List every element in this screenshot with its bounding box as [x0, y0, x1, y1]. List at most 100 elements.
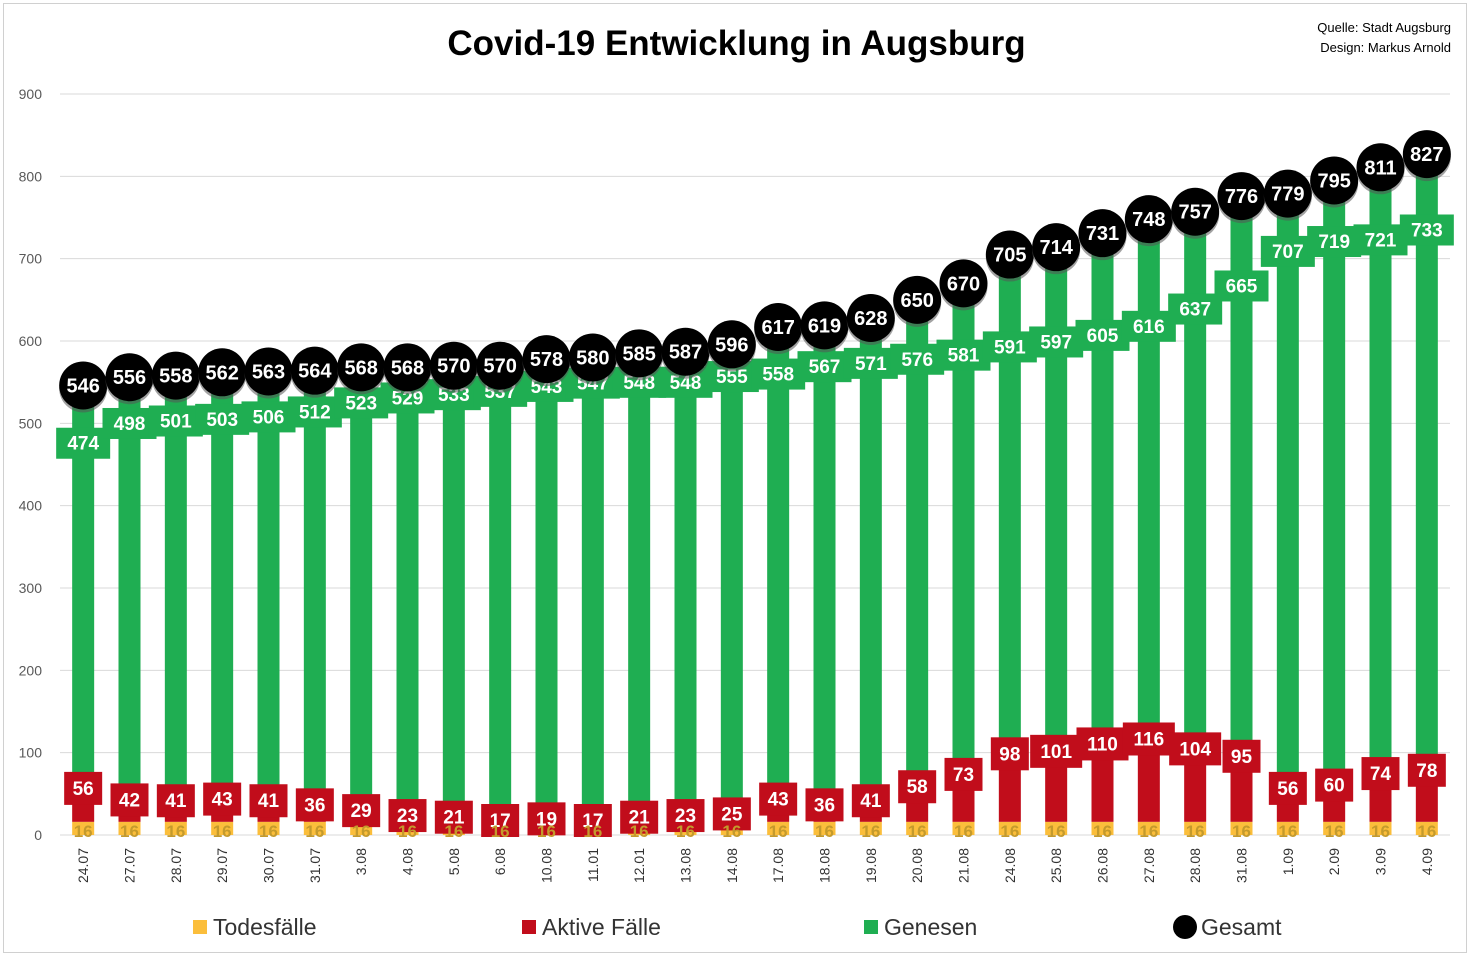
aktive-label-box — [805, 788, 844, 822]
bar-todesfaelle — [1230, 821, 1253, 835]
gesamt-marker — [893, 275, 942, 324]
aktive-data-label: 110 — [1087, 734, 1118, 755]
gesamt-data-label: 570 — [483, 356, 516, 378]
genesen-label-box — [102, 407, 157, 439]
bar-todesfaelle — [998, 821, 1021, 835]
gesamt-data-label: 617 — [761, 317, 794, 339]
bar-genesen — [998, 254, 1021, 742]
bar-genesen — [720, 344, 743, 802]
x-tick-label: 26.08 — [1095, 848, 1111, 883]
gesamt-marker — [1310, 156, 1359, 205]
genesen-label-box — [56, 427, 111, 459]
aktive-data-label: 19 — [536, 809, 557, 830]
bar-genesen — [350, 367, 373, 798]
genesen-label-box — [1353, 224, 1408, 256]
genesen-data-label: 597 — [1040, 332, 1072, 353]
gesamt-data-label: 619 — [808, 315, 841, 337]
bar-todesfaelle — [1323, 821, 1346, 835]
aktive-data-label: 56 — [73, 779, 94, 800]
gesamt-data-label: 562 — [205, 362, 238, 384]
y-tick-label: 600 — [19, 333, 43, 349]
bar-genesen — [1230, 196, 1253, 744]
genesen-data-label: 555 — [716, 367, 748, 388]
aktive-label-box — [1315, 768, 1354, 802]
gesamt-data-label: 705 — [993, 245, 1026, 267]
todesfaelle-data-label: 16 — [1371, 822, 1390, 841]
aktive-label-box — [388, 799, 427, 833]
y-tick-label: 400 — [19, 498, 43, 514]
x-tick-label: 19.08 — [863, 848, 879, 883]
todesfaelle-data-label: 16 — [74, 822, 93, 841]
todesfaelle-data-label: 16 — [908, 822, 927, 841]
aktive-label-box — [1076, 727, 1129, 761]
gesamt-marker — [105, 353, 154, 402]
aktive-data-label: 43 — [212, 790, 233, 811]
bar-genesen — [118, 377, 141, 788]
aktive-label-box — [1407, 753, 1446, 787]
legend-label-gesamt: Gesamt — [1201, 913, 1282, 940]
genesen-label-box — [751, 358, 806, 390]
x-tick-label: 21.08 — [956, 848, 972, 883]
genesen-label-box — [241, 401, 296, 433]
source-credit: Quelle: Stadt Augsburg Design: Markus Ar… — [1317, 18, 1451, 58]
x-tick-label: 11.01 — [585, 848, 601, 882]
x-tick-label: 1.09 — [1280, 848, 1296, 875]
aktive-label-box — [249, 784, 288, 818]
todesfaelle-data-label: 16 — [398, 822, 417, 841]
bar-genesen — [767, 327, 790, 787]
genesen-label-box — [287, 396, 342, 428]
aktive-label-box — [527, 802, 566, 836]
y-tick-label: 500 — [19, 415, 43, 431]
todesfaelle-data-label: 16 — [676, 822, 695, 841]
x-tick-label: 30.07 — [261, 848, 277, 883]
aktive-data-label: 17 — [490, 811, 511, 832]
gesamt-marker — [198, 348, 247, 397]
aktive-data-label: 58 — [907, 777, 928, 798]
bar-todesfaelle — [303, 821, 326, 835]
bar-genesen — [1091, 233, 1114, 732]
todesfaelle-data-label: 16 — [1000, 822, 1019, 841]
x-tick-label: 17.08 — [770, 848, 786, 883]
aktive-label-box — [1030, 734, 1083, 768]
x-tick-label: 31.07 — [307, 848, 323, 883]
bar-genesen — [396, 367, 419, 803]
aktive-data-label: 29 — [351, 801, 372, 822]
aktive-data-label: 42 — [119, 790, 140, 811]
gesamt-data-label: 585 — [622, 343, 655, 365]
bar-todesfaelle — [72, 821, 95, 835]
gesamt-data-label: 580 — [576, 347, 609, 369]
y-tick-label: 900 — [19, 86, 43, 102]
todesfaelle-data-label: 16 — [815, 822, 834, 841]
gesamt-marker — [1032, 223, 1081, 272]
gesamt-data-label: 568 — [391, 357, 424, 379]
gesamt-marker — [337, 343, 386, 392]
aktive-data-label: 41 — [258, 791, 280, 812]
todesfaelle-data-label: 16 — [491, 822, 510, 841]
gesamt-data-label: 578 — [530, 349, 563, 371]
genesen-data-label: 558 — [762, 365, 794, 386]
genesen-data-label: 503 — [206, 410, 238, 431]
aktive-label-box — [990, 737, 1029, 771]
bar-genesen — [211, 372, 234, 787]
aktive-label-box — [1268, 771, 1307, 805]
bar-genesen — [489, 365, 512, 808]
aktive-data-label: 74 — [1370, 764, 1392, 785]
todesfaelle-data-label: 16 — [305, 822, 324, 841]
gesamt-data-label: 650 — [900, 290, 933, 312]
todesfaelle-data-label: 16 — [1047, 822, 1066, 841]
gesamt-data-label: 587 — [669, 342, 702, 364]
aktive-data-label: 17 — [582, 811, 603, 832]
x-tick-label: 3.08 — [353, 848, 369, 875]
gesamt-data-label: 563 — [252, 361, 285, 383]
bar-genesen — [164, 375, 187, 789]
bar-todesfaelle — [952, 821, 975, 835]
aktive-data-label: 60 — [1324, 776, 1345, 797]
gesamt-data-label: 596 — [715, 334, 748, 356]
gesamt-marker — [1217, 172, 1266, 221]
genesen-data-label: 506 — [253, 407, 285, 428]
x-tick-label: 3.09 — [1373, 848, 1389, 875]
genesen-label-box — [1260, 235, 1315, 267]
bar-todesfaelle — [813, 821, 836, 835]
todesfaelle-data-label: 16 — [769, 822, 788, 841]
legend-swatch-aktive — [522, 920, 536, 934]
